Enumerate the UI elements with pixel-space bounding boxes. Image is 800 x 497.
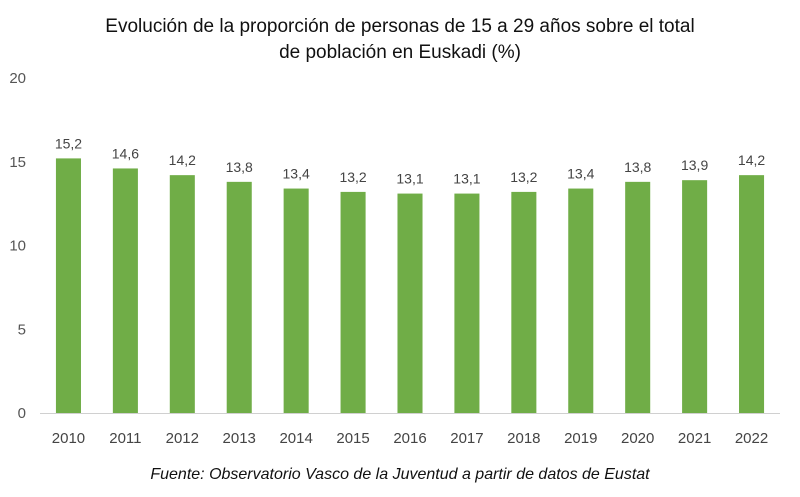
y-tick-label: 20 xyxy=(9,70,26,87)
bar xyxy=(568,188,594,413)
x-tick-label: 2019 xyxy=(564,430,597,447)
x-tick-label: 2016 xyxy=(393,430,426,447)
y-tick-label: 5 xyxy=(18,321,26,338)
bar xyxy=(739,175,765,413)
bar xyxy=(625,181,651,413)
x-tick-label: 2011 xyxy=(109,430,141,447)
chart-title: Evolución de la proporción de personas d… xyxy=(0,14,800,66)
chart-title-line-2: de población en Euskadi (%) xyxy=(279,42,521,63)
data-label: 13,4 xyxy=(567,166,594,182)
source-note: Fuente: Observatorio Vasco de la Juventu… xyxy=(150,466,650,483)
data-label: 13,1 xyxy=(453,171,480,187)
data-label: 14,2 xyxy=(169,152,196,168)
y-tick-label: 0 xyxy=(18,405,26,422)
data-label: 14,2 xyxy=(738,152,765,168)
bar xyxy=(340,191,366,413)
data-label: 13,2 xyxy=(339,169,366,185)
x-tick-label: 2010 xyxy=(52,430,85,447)
data-label: 13,2 xyxy=(510,169,537,185)
y-tick-label: 15 xyxy=(9,154,26,171)
y-tick-label: 10 xyxy=(9,238,26,255)
bar xyxy=(169,175,195,413)
x-tick-label: 2014 xyxy=(279,430,312,447)
bar xyxy=(55,158,81,413)
bar xyxy=(397,193,423,413)
x-tick-label: 2022 xyxy=(735,430,768,447)
data-label: 14,6 xyxy=(112,145,139,161)
bar xyxy=(283,188,309,413)
x-tick-label: 2013 xyxy=(223,430,256,447)
x-tick-label: 2021 xyxy=(678,430,711,447)
x-tick-label: 2015 xyxy=(336,430,369,447)
x-tick-label: 2020 xyxy=(621,430,654,447)
data-label: 13,1 xyxy=(396,171,423,187)
bar xyxy=(682,180,708,413)
x-tick-label: 2018 xyxy=(507,430,540,447)
x-tick-label: 2017 xyxy=(450,430,483,447)
chart-title-line-1: Evolución de la proporción de personas d… xyxy=(105,16,695,37)
data-label: 15,2 xyxy=(55,135,82,151)
bar xyxy=(112,168,138,413)
bar xyxy=(226,181,252,413)
bar xyxy=(454,193,480,413)
x-tick-label: 2012 xyxy=(166,430,199,447)
bar xyxy=(511,191,537,413)
data-label: 13,8 xyxy=(226,159,253,175)
data-label: 13,4 xyxy=(283,166,310,182)
data-label: 13,9 xyxy=(681,157,708,173)
data-label: 13,8 xyxy=(624,159,651,175)
